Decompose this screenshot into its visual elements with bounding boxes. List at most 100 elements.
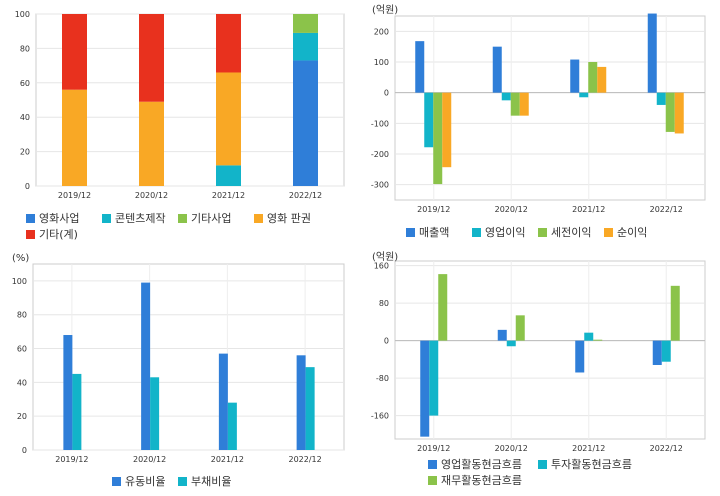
y-tick-label: -80 xyxy=(376,374,389,383)
y-tick-label: 0 xyxy=(22,446,27,455)
legend-label: 재무활동현금흐름 xyxy=(441,473,522,487)
bar xyxy=(584,332,594,341)
legend-label: 기타사업 xyxy=(191,212,231,225)
bar xyxy=(647,13,657,93)
legend-swatch xyxy=(538,228,547,237)
x-tick-label: 2020/12 xyxy=(495,444,528,453)
bar xyxy=(420,340,430,437)
chart-2: -300 -200 -100 0 100 200 2019/12 2020/12 2021/12… xyxy=(371,4,706,239)
chart-3: 0 20 40 60 80 100 2019/12 2020/12 2021/12 2022/12… xyxy=(12,253,345,488)
bar xyxy=(433,92,443,185)
bar xyxy=(216,165,241,186)
y-tick-label: -100 xyxy=(371,119,389,128)
plot-frame xyxy=(35,13,345,187)
x-tick-label: 2022/12 xyxy=(289,191,322,200)
x-tick-label: 2019/12 xyxy=(417,444,450,453)
bar xyxy=(515,315,525,341)
y-tick-label: 80 xyxy=(379,299,389,308)
legend-item[interactable]: 부채비율 xyxy=(178,475,231,488)
bar xyxy=(652,340,662,365)
legend-item[interactable]: 영화 판권 xyxy=(254,212,311,225)
y-tick-label: 0 xyxy=(384,89,389,98)
unit-label: (억원) xyxy=(372,4,398,16)
bar xyxy=(570,59,580,93)
x-tick-label: 2021/12 xyxy=(572,205,605,214)
y-tick-label: 100 xyxy=(15,10,30,19)
legend-label: 매출액 xyxy=(419,226,449,239)
legend-swatch xyxy=(26,214,35,223)
legend-item[interactable]: 재무활동현금흐름 xyxy=(428,473,522,487)
bar xyxy=(415,41,425,93)
legend-swatch xyxy=(428,460,437,469)
y-tick-label: 80 xyxy=(20,44,30,53)
x-tick-label: 2021/12 xyxy=(572,444,605,453)
legend-swatch xyxy=(102,214,111,223)
bar xyxy=(150,377,160,450)
legend-label: 영화사업 xyxy=(39,212,79,225)
legend-item[interactable]: 매출액 xyxy=(406,226,449,239)
legend-item[interactable]: 영업활동현금흐름 xyxy=(428,457,522,471)
legend-swatch xyxy=(472,228,481,237)
y-tick-label: 20 xyxy=(20,148,30,157)
legend-swatch xyxy=(538,460,547,469)
bar xyxy=(139,14,164,102)
plot-frame xyxy=(32,263,345,451)
legend-item[interactable]: 유동비율 xyxy=(112,475,165,488)
bar xyxy=(656,92,666,105)
legend-item[interactable]: 영화사업 xyxy=(26,212,79,225)
bar xyxy=(216,72,241,166)
legend-item[interactable]: 기타사업 xyxy=(178,212,231,225)
y-tick-label: -300 xyxy=(371,181,389,190)
legend-label: 영화 판권 xyxy=(267,212,311,225)
bar xyxy=(424,92,434,148)
chart-1: 0 20 40 60 80 100 2019/12 2020/12 2021/12 2022/12… xyxy=(15,10,345,241)
y-tick-label: 80 xyxy=(17,311,27,320)
y-tick-label: 100 xyxy=(12,277,27,286)
y-tick-label: 40 xyxy=(20,113,30,122)
y-tick-label: 60 xyxy=(20,79,30,88)
bar xyxy=(492,46,502,93)
legend-label: 유동비율 xyxy=(125,475,165,488)
bar xyxy=(501,92,511,101)
legend-item[interactable]: 순이익 xyxy=(604,226,647,239)
bar xyxy=(305,367,315,450)
y-tick-label: 40 xyxy=(17,378,27,387)
y-tick-label: 60 xyxy=(17,345,27,354)
legend-label: 기타(계) xyxy=(39,228,78,241)
y-tick-label: -160 xyxy=(371,412,389,421)
y-tick-label: 100 xyxy=(374,58,389,67)
legend-swatch xyxy=(178,214,187,223)
bar xyxy=(442,92,452,168)
y-tick-label: -200 xyxy=(371,150,389,159)
bar xyxy=(141,282,151,450)
bar xyxy=(593,339,603,341)
y-tick-label: 20 xyxy=(17,412,27,421)
bar xyxy=(62,89,87,186)
x-tick-label: 2019/12 xyxy=(55,455,88,464)
legend-label: 영업활동현금흐름 xyxy=(441,457,522,471)
legend-item[interactable]: 투자활동현금흐름 xyxy=(538,457,632,471)
legend-label: 콘텐츠제작 xyxy=(115,212,166,225)
x-tick-label: 2020/12 xyxy=(135,191,168,200)
x-tick-label: 2020/12 xyxy=(495,205,528,214)
bar xyxy=(510,92,520,116)
bar xyxy=(588,62,598,93)
legend-item[interactable]: 콘텐츠제작 xyxy=(102,212,166,225)
unit-label: (억원) xyxy=(372,251,398,263)
bar xyxy=(63,335,73,450)
legend-item[interactable]: 영업이익 xyxy=(472,226,525,239)
bar xyxy=(227,402,237,450)
chart-4: -160 -80 0 80 160 2019/12 2020/12 2021/12 2022/1… xyxy=(371,251,706,487)
y-tick-label: 160 xyxy=(374,262,389,271)
legend-item[interactable]: 세전이익 xyxy=(538,226,591,239)
bar xyxy=(665,92,675,132)
bar xyxy=(519,92,529,116)
legend-swatch xyxy=(428,476,437,485)
y-tick-label: 0 xyxy=(25,182,30,191)
bar xyxy=(296,355,306,450)
x-tick-label: 2021/12 xyxy=(212,191,245,200)
legend-item[interactable]: 기타(계) xyxy=(26,228,78,241)
bar xyxy=(506,340,516,347)
unit-label: (%) xyxy=(12,253,29,264)
